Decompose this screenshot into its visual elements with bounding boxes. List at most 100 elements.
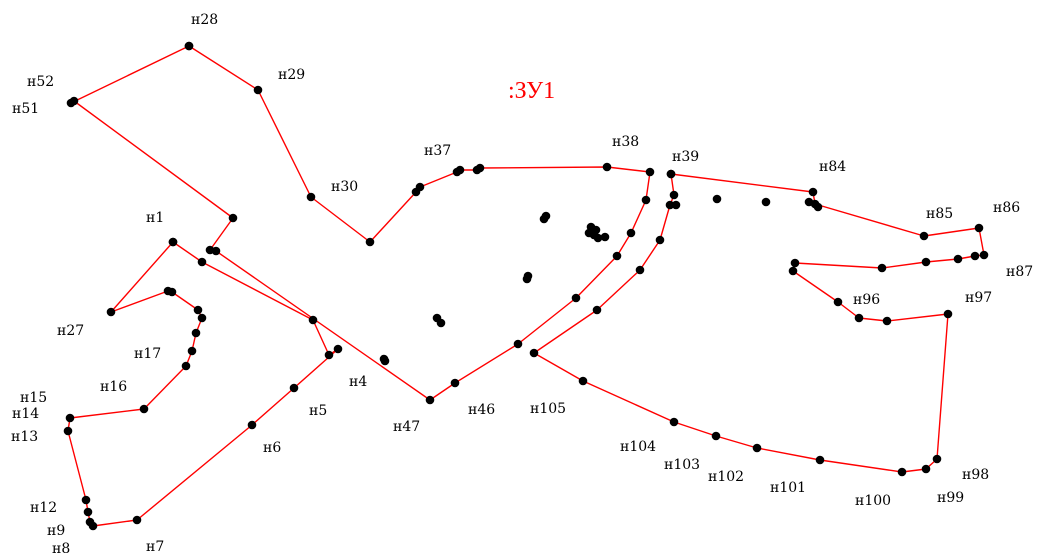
boundary-vertex [877,263,887,273]
point-label: н84 [819,159,846,175]
boundary-vertex [308,315,318,325]
survey-point [380,356,390,366]
boundary-vertex [854,313,864,323]
boundary-vertex [63,426,73,436]
boundary-vertex [228,213,238,223]
boundary-vertex [711,431,721,441]
point-label: н85 [926,206,953,222]
boundary-vertex [65,413,75,423]
point-label: н102 [708,469,744,485]
boundary-vertex [665,200,675,210]
point-label: н12 [30,500,57,516]
boundary-vertex [184,41,194,51]
survey-point [813,202,823,212]
plot-title: :ЗУ1 [508,78,555,104]
boundary-vertex [655,235,665,245]
point-label: н86 [993,200,1020,216]
boundary-vertex [83,507,93,517]
survey-point [591,225,601,235]
boundary-vertex [641,195,651,205]
point-label: н103 [664,457,700,473]
point-label: н51 [12,101,39,117]
boundary-vertex [833,297,843,307]
boundary-vertex [882,316,892,326]
survey-point [541,211,551,221]
point-label: н6 [263,440,281,456]
boundary-vertex [808,187,818,197]
boundary-vertex [197,257,207,267]
boundary-vertex [191,328,201,338]
survey-point [761,197,771,207]
point-label: н46 [468,402,495,418]
boundary-vertex [669,417,679,427]
survey-point [593,233,603,243]
boundary-vertex [139,404,149,414]
boundary-vertex [932,454,942,464]
boundary-vertex [752,443,762,453]
point-label: н100 [855,493,891,509]
point-label: н97 [965,290,992,306]
survey-point [712,194,722,204]
boundary-vertex [974,223,984,233]
boundary-vertex [635,265,645,275]
boundary-vertex [132,515,142,525]
boundary-vertex [247,420,257,430]
boundary-vertex [365,237,375,247]
boundary-vertex [163,286,173,296]
boundary-vertex [943,309,953,319]
point-label: н105 [530,401,566,417]
point-label: н13 [11,429,38,445]
point-label: н14 [12,406,39,422]
boundary-vertex [897,467,907,477]
boundary-vertex [289,383,299,393]
point-label: н27 [57,323,84,339]
point-label: н30 [331,179,358,195]
boundary-vertex [333,344,343,354]
point-label: н8 [52,541,70,557]
point-label: н4 [349,374,367,390]
boundary-vertex [181,361,191,371]
survey-point [522,274,532,284]
boundary-vertex [205,245,215,255]
boundary-vertex [669,190,679,200]
point-label: н1 [146,210,164,226]
point-label: н101 [770,480,806,496]
boundary-vertex [592,305,602,315]
boundary-vertex [578,376,588,386]
boundary-vertex [571,293,581,303]
boundary-lines [67,45,985,527]
point-label: н29 [278,67,305,83]
point-label: н7 [146,539,164,555]
boundary-vertex [815,455,825,465]
boundary-vertex [666,169,676,179]
survey-point [671,200,681,210]
boundary-vertex [425,395,435,405]
point-label: н87 [1006,264,1033,280]
boundary-vertex [66,98,76,108]
boundary-vertex [193,305,203,315]
boundary-vertex [919,231,929,241]
boundary-vertex [602,162,612,172]
boundary-vertex [450,378,460,388]
boundary-vertex [529,348,539,358]
boundary-vertex [324,350,334,360]
boundary-vertex [970,251,980,261]
point-label: н96 [853,292,880,308]
point-label: н17 [134,346,161,362]
boundary-vertex [921,464,931,474]
point-label: н28 [191,12,218,28]
boundary-vertex [306,192,316,202]
boundary-vertex [455,165,465,175]
boundary-vertex [253,85,263,95]
boundary-vertex [415,182,425,192]
boundary-vertex [626,228,636,238]
boundary-vertex [168,237,178,247]
survey-point [432,313,442,323]
point-label: н15 [20,390,47,406]
boundary-vertex [85,517,95,527]
survey-point [600,232,610,242]
boundary-vertex [788,266,798,276]
point-label: н9 [47,523,65,539]
boundary-vertex [953,254,963,264]
